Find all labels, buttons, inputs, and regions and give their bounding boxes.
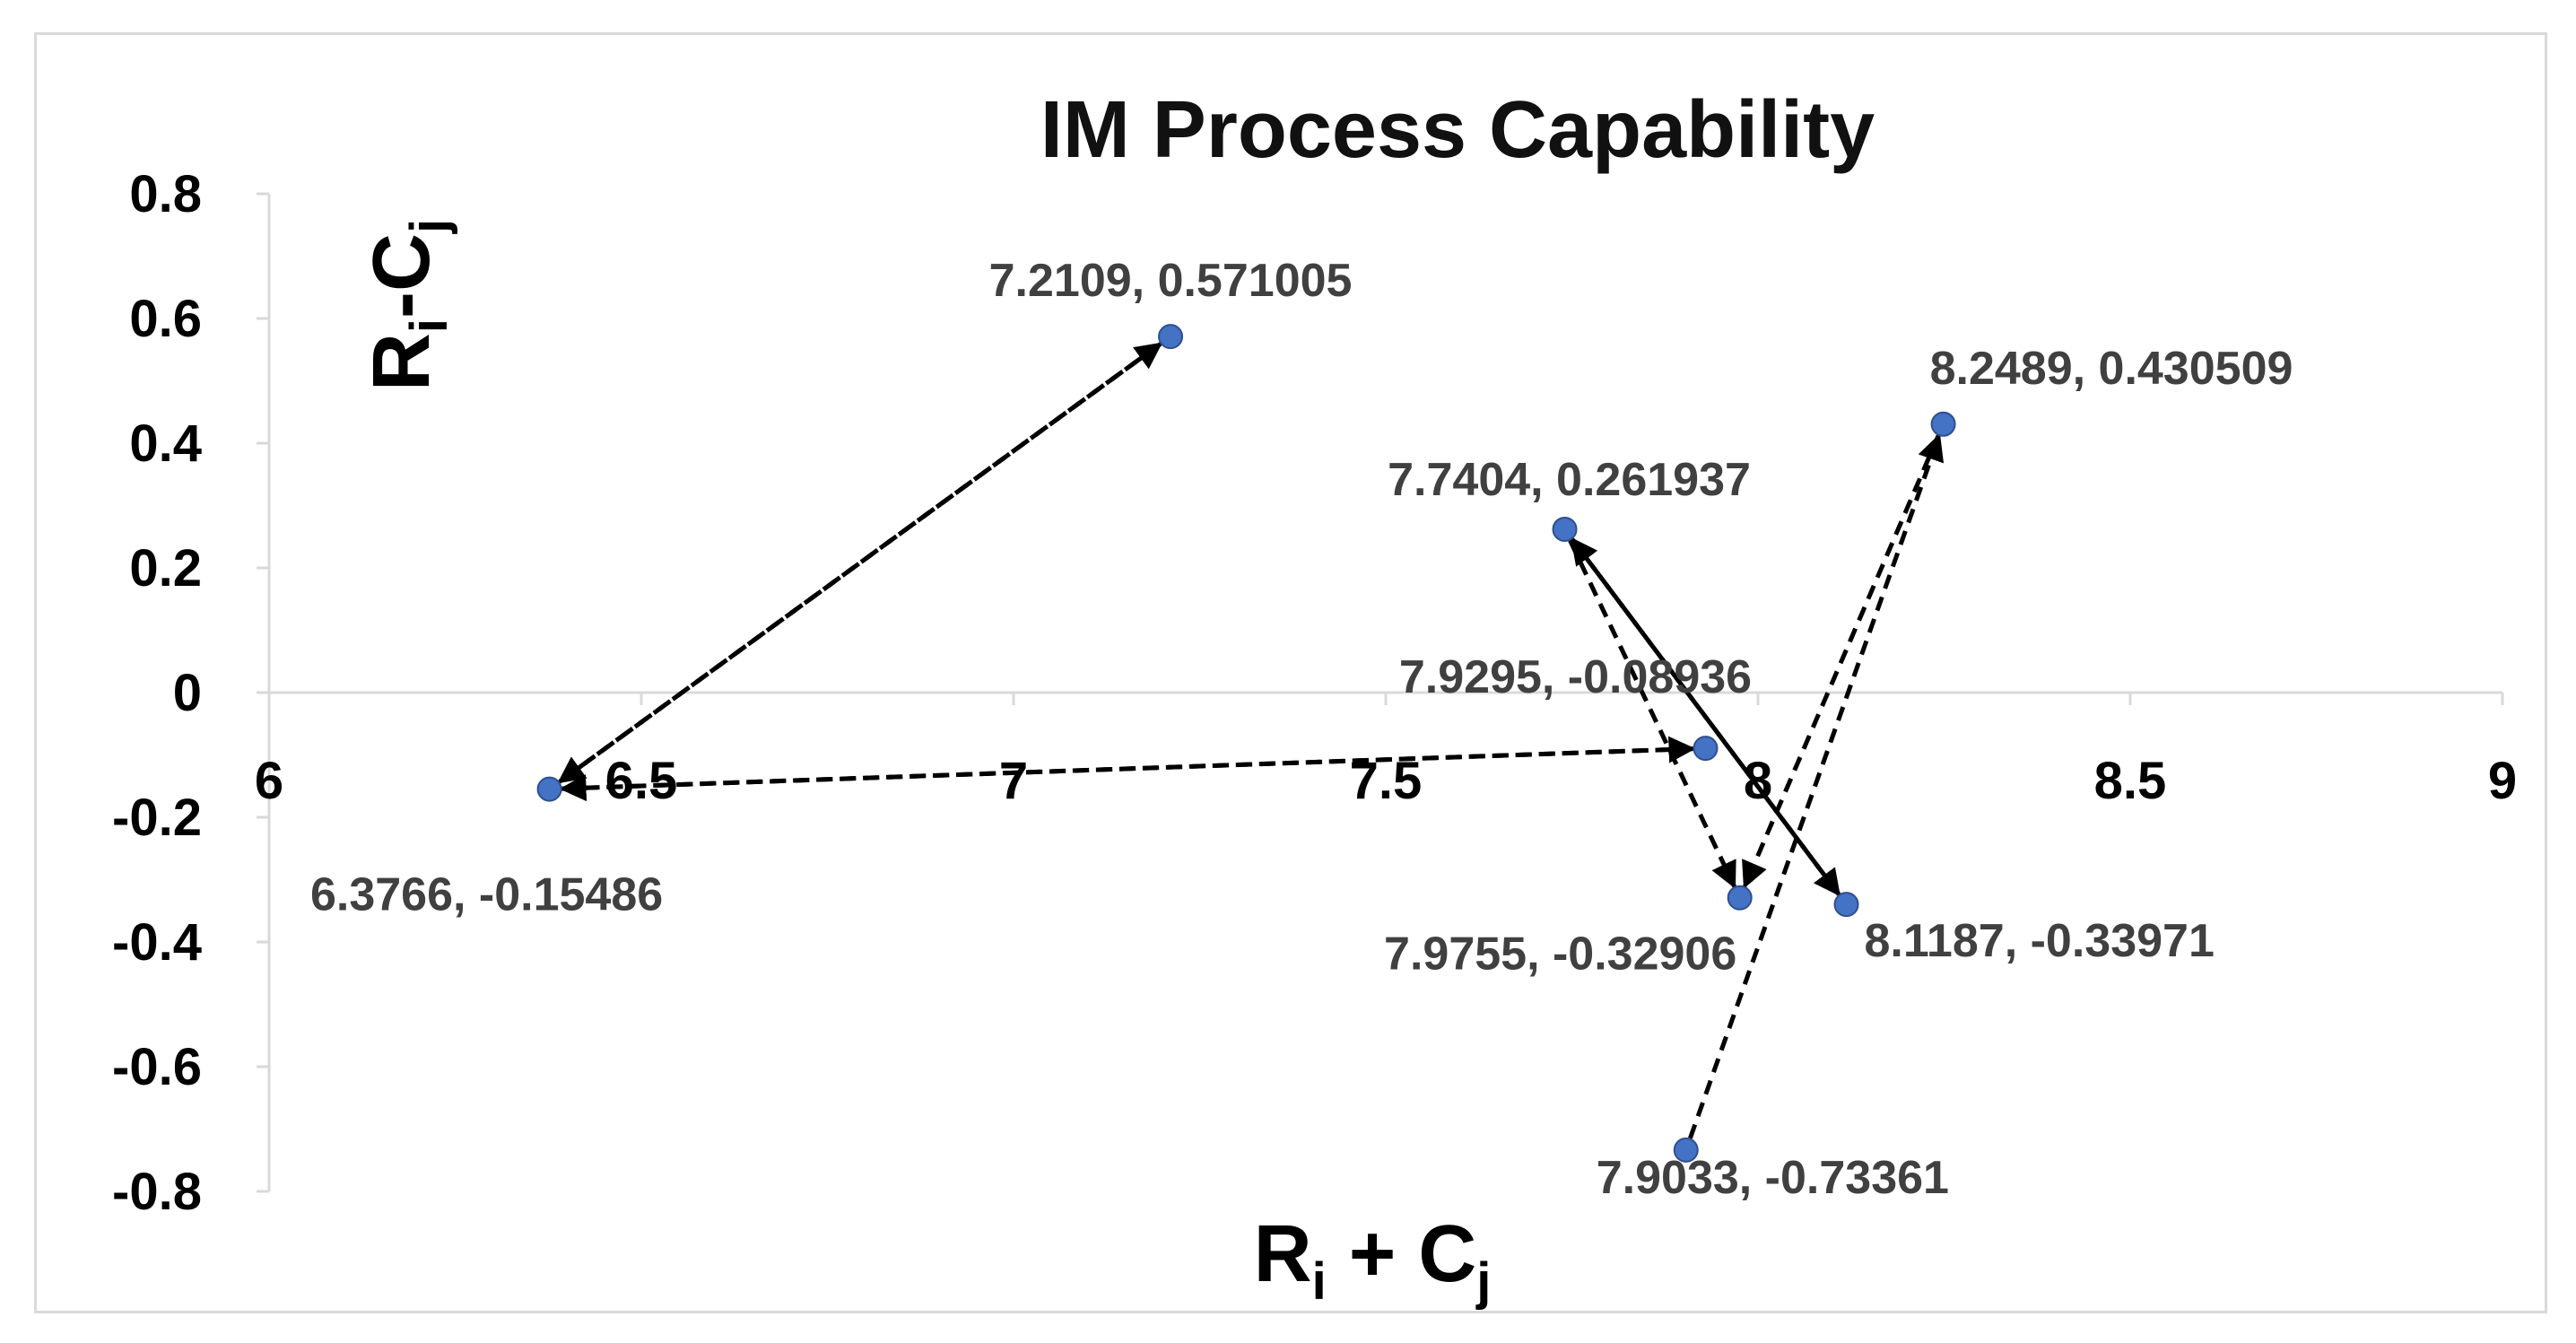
x-tick-label: 6.5 — [605, 752, 678, 810]
y-axis-ticks: 0.8 0.6 0.4 0.2 0 -0.2 -0.4 -0.6 -0.8 — [112, 165, 269, 1221]
x-axis-title: Ri + Cj — [1254, 1209, 1492, 1311]
y-tick-label: 0.4 — [129, 414, 202, 473]
x-axis-title-sub2: j — [1475, 1252, 1491, 1311]
flow-arrow — [559, 746, 1693, 802]
chart-title: IM Process Capability — [1040, 85, 1875, 175]
data-point — [1833, 892, 1859, 918]
y-tick-label: 0.8 — [129, 165, 202, 223]
data-label: 7.2109, 0.571005 — [989, 255, 1353, 307]
y-tick-label: 0 — [173, 664, 202, 722]
y-tick-label: 0.6 — [129, 290, 202, 348]
data-point — [1930, 411, 1956, 437]
data-point — [1727, 885, 1753, 911]
chart-frame — [34, 32, 2547, 1313]
y-axis-title-mid: -C — [357, 233, 447, 318]
x-tick-label: 9 — [2488, 752, 2517, 810]
y-tick-label: 0.2 — [129, 539, 202, 597]
y-tick-label: -0.8 — [112, 1163, 202, 1221]
x-tick-label: 8.5 — [2094, 752, 2167, 810]
data-label: 7.7404, 0.261937 — [1388, 454, 1751, 506]
data-label: 8.2489, 0.430509 — [1930, 343, 2293, 395]
flow-arrow — [1570, 537, 1841, 897]
x-axis-title-sub1: i — [1312, 1252, 1327, 1311]
data-label: 6.3766, -0.15486 — [310, 869, 663, 921]
data-label: 7.9755, -0.32906 — [1384, 929, 1736, 981]
points-layer — [536, 324, 1956, 1163]
y-axis-title-sub1: i — [400, 318, 458, 333]
data-label: 7.9295, -0.08936 — [1399, 651, 1752, 703]
data-point — [1158, 324, 1184, 350]
x-tick-label: 6 — [255, 752, 283, 810]
flow-arrow — [1568, 539, 1736, 889]
x-tick-label: 7 — [999, 752, 1028, 810]
data-point — [1673, 1137, 1699, 1163]
y-tick-label: -0.6 — [112, 1038, 202, 1096]
y-axis-title: Ri-Cj — [357, 219, 458, 391]
arrows-layer — [557, 342, 1945, 1139]
data-label: 7.9033, -0.73361 — [1597, 1152, 1949, 1204]
data-point — [1552, 516, 1578, 542]
data-point — [536, 776, 562, 802]
flow-arrow — [1688, 433, 1945, 1139]
y-tick-label: -0.4 — [112, 913, 202, 972]
data-labels-layer: 7.2109, 0.571005 8.2489, 0.430509 7.7404, … — [310, 255, 2293, 1204]
data-label: 8.1187, -0.33971 — [1865, 915, 2215, 967]
flow-arrow — [557, 342, 1162, 784]
x-axis-ticks: 6 6.5 7 7.5 8 8.5 9 — [255, 693, 2517, 810]
x-axis-title-main: R — [1254, 1209, 1312, 1299]
x-axis-title-mid: + C — [1327, 1209, 1477, 1299]
y-axis-title-main: R — [357, 333, 447, 391]
y-axis-title-sub2: j — [400, 219, 458, 234]
y-tick-label: -0.2 — [112, 789, 202, 847]
data-point — [1693, 736, 1719, 762]
flow-arrow — [1742, 434, 1941, 889]
